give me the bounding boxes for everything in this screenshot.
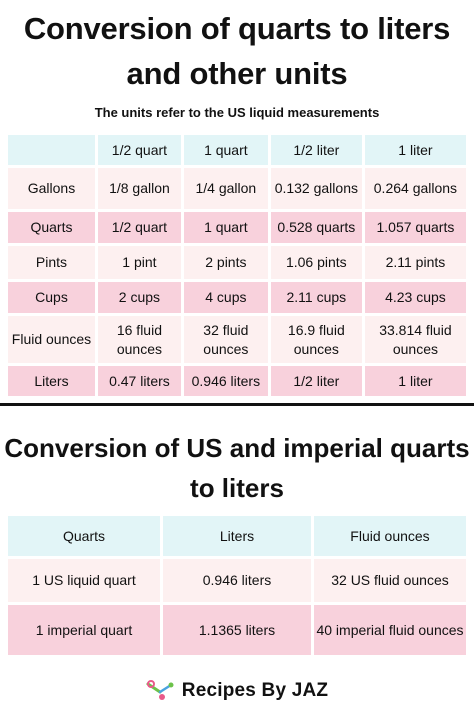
table-row-gallons: Gallons 1/8 gallon 1/4 gallon 0.132 gall…	[8, 168, 466, 209]
table-cell: 1 pint	[97, 246, 181, 279]
table-header-row: 1/2 quart 1 quart 1/2 liter 1 liter	[8, 135, 466, 165]
table-row-imperial-quart: 1 imperial quart 1.1365 liters 40 imperi…	[8, 605, 466, 655]
row-label: Cups	[8, 282, 95, 313]
table-cell: 1/4 gallon	[183, 168, 268, 209]
header-cell: 1 quart	[183, 135, 268, 165]
table-cell: 1/2 quart	[97, 212, 181, 243]
conversion-table-quarts-liters: 1/2 quart 1 quart 1/2 liter 1 liter Gall…	[5, 132, 469, 399]
table-cell: 0.264 gallons	[364, 168, 466, 209]
table-cell: 1/8 gallon	[97, 168, 181, 209]
table-cell: 0.528 quarts	[270, 212, 362, 243]
table-row-quarts: Quarts 1/2 quart 1 quart 0.528 quarts 1.…	[8, 212, 466, 243]
table-cell: 1 liter	[364, 366, 466, 396]
table-row-fluid-ounces: Fluid ounces 16 fluid ounces 32 fluid ou…	[8, 316, 466, 363]
table-cell: 2.11 pints	[364, 246, 466, 279]
brand-footer: Recipes By JAZ	[0, 676, 474, 706]
table-header-row: Quarts Liters Fluid ounces	[8, 516, 466, 556]
table-cell: 4 cups	[183, 282, 268, 313]
table-cell: 4.23 cups	[364, 282, 466, 313]
section-divider	[0, 403, 474, 406]
table-cell: 2 pints	[183, 246, 268, 279]
table-cell: 0.47 liters	[97, 366, 181, 396]
table-cell: 0.946 liters	[163, 559, 311, 602]
table-row-liters: Liters 0.47 liters 0.946 liters 1/2 lite…	[8, 366, 466, 396]
table-cell: 32 fluid ounces	[183, 316, 268, 363]
header-cell: Fluid ounces	[314, 516, 466, 556]
section-title: Conversion of US and imperial quarts to …	[4, 433, 470, 503]
table-row-cups: Cups 2 cups 4 cups 2.11 cups 4.23 cups	[8, 282, 466, 313]
table-row-pints: Pints 1 pint 2 pints 1.06 pints 2.11 pin…	[8, 246, 466, 279]
row-label: Quarts	[8, 212, 95, 243]
header-cell-empty	[8, 135, 95, 165]
table-cell: 40 imperial fluid ounces	[314, 605, 466, 655]
table-cell: 1.06 pints	[270, 246, 362, 279]
table-cell: 16.9 fluid ounces	[270, 316, 362, 363]
row-label: 1 imperial quart	[8, 605, 160, 655]
table-cell: 1.057 quarts	[364, 212, 466, 243]
header-cell: 1 liter	[364, 135, 466, 165]
table-cell: 2 cups	[97, 282, 181, 313]
table-cell: 0.946 liters	[183, 366, 268, 396]
table-cell: 1/2 liter	[270, 366, 362, 396]
table-cell: 0.132 gallons	[270, 168, 362, 209]
brand-name: Recipes By JAZ	[181, 680, 329, 701]
header-cell: Liters	[163, 516, 311, 556]
table-cell: 1 quart	[183, 212, 268, 243]
whisk-logo-icon	[146, 680, 174, 700]
table-cell: 32 US fluid ounces	[314, 559, 466, 602]
table-cell: 1.1365 liters	[163, 605, 311, 655]
row-label: Pints	[8, 246, 95, 279]
table-cell: 33.814 fluid ounces	[364, 316, 466, 363]
header-cell: 1/2 quart	[97, 135, 181, 165]
row-label: Liters	[8, 366, 95, 396]
page-title: Conversion of quarts to liters and other…	[23, 11, 451, 91]
row-label: Gallons	[8, 168, 95, 209]
page-subtitle: The units refer to the US liquid measure…	[94, 105, 380, 120]
row-label: Fluid ounces	[8, 316, 95, 363]
conversion-table-us-imperial: Quarts Liters Fluid ounces 1 US liquid q…	[5, 513, 469, 658]
table-row-us-quart: 1 US liquid quart 0.946 liters 32 US flu…	[8, 559, 466, 602]
table-cell: 2.11 cups	[270, 282, 362, 313]
header-cell: 1/2 liter	[270, 135, 362, 165]
table-cell: 16 fluid ounces	[97, 316, 181, 363]
header-cell: Quarts	[8, 516, 160, 556]
row-label: 1 US liquid quart	[8, 559, 160, 602]
